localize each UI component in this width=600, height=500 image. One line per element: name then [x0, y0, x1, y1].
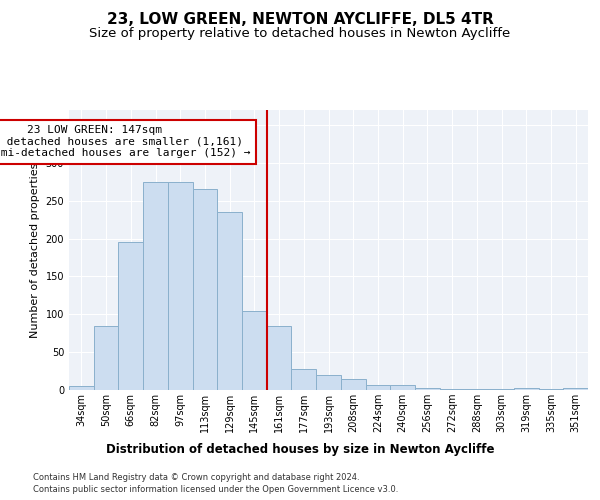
Bar [415, 388, 440, 390]
Text: 23, LOW GREEN, NEWTON AYCLIFFE, DL5 4TR: 23, LOW GREEN, NEWTON AYCLIFFE, DL5 4TR [107, 12, 493, 28]
Text: 23 LOW GREEN: 147sqm
← 88% of detached houses are smaller (1,161)
12% of semi-de: 23 LOW GREEN: 147sqm ← 88% of detached h… [0, 125, 250, 158]
Bar [563, 388, 588, 390]
Text: Contains public sector information licensed under the Open Government Licence v3: Contains public sector information licen… [33, 485, 398, 494]
Bar [267, 326, 292, 390]
Text: Distribution of detached houses by size in Newton Aycliffe: Distribution of detached houses by size … [106, 442, 494, 456]
Y-axis label: Number of detached properties: Number of detached properties [30, 162, 40, 338]
Bar [94, 326, 118, 390]
Bar [316, 375, 341, 390]
Bar [514, 388, 539, 390]
Bar [440, 389, 464, 390]
Text: Size of property relative to detached houses in Newton Aycliffe: Size of property relative to detached ho… [89, 28, 511, 40]
Bar [168, 182, 193, 390]
Bar [365, 384, 390, 390]
Bar [489, 389, 514, 390]
Bar [118, 242, 143, 390]
Bar [143, 182, 168, 390]
Bar [292, 369, 316, 390]
Bar [242, 310, 267, 390]
Bar [193, 190, 217, 390]
Bar [341, 378, 365, 390]
Bar [539, 389, 563, 390]
Text: Contains HM Land Registry data © Crown copyright and database right 2024.: Contains HM Land Registry data © Crown c… [33, 472, 359, 482]
Bar [464, 389, 489, 390]
Bar [217, 212, 242, 390]
Bar [390, 386, 415, 390]
Bar [69, 386, 94, 390]
